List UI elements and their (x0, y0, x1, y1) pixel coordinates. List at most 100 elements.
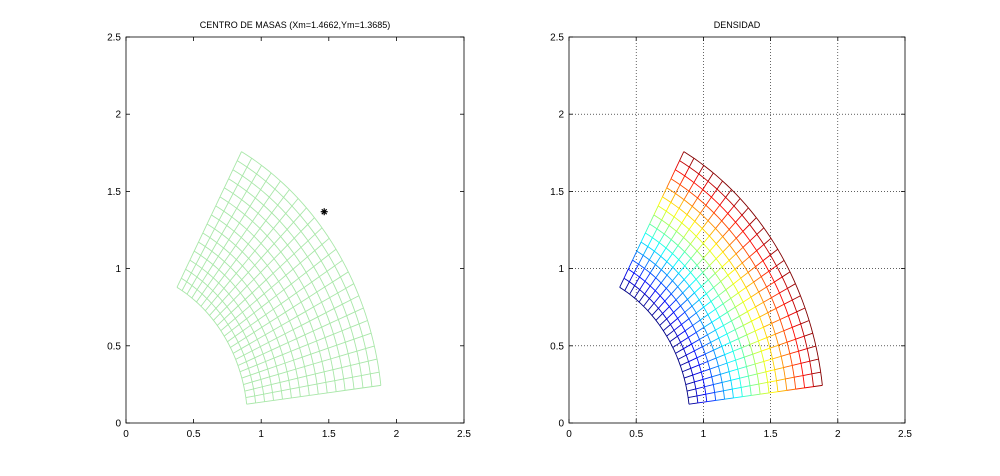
mesh-spoke (353, 387, 364, 390)
mesh-spoke (264, 399, 274, 403)
mesh-spoke (768, 265, 777, 272)
mesh-spoke (259, 220, 267, 229)
mesh-spoke (725, 189, 732, 198)
mesh-spoke (694, 213, 701, 222)
mesh-spoke (774, 276, 783, 283)
mesh-spoke (245, 395, 255, 399)
mesh-spoke (722, 379, 731, 383)
mesh-spoke (263, 392, 273, 395)
mesh-spoke (767, 380, 777, 383)
mesh-spoke (777, 389, 787, 393)
mesh-spoke (342, 299, 351, 305)
mesh-spoke (684, 305, 693, 313)
mesh-spoke (329, 292, 338, 298)
mesh-spoke (248, 250, 256, 259)
mesh-spoke (326, 265, 335, 272)
mesh-spoke (781, 353, 790, 357)
mesh-spoke (273, 220, 280, 229)
mesh-spoke (655, 256, 662, 265)
mesh-spoke (336, 389, 346, 393)
mesh-spoke (670, 286, 679, 295)
mesh-spoke (794, 375, 804, 378)
mesh-spoke (730, 292, 739, 299)
mesh-spoke (253, 272, 261, 280)
mesh-spoke (265, 308, 274, 315)
mesh-spoke (735, 247, 744, 255)
mesh-spoke (316, 381, 326, 385)
mesh-spoke (733, 198, 741, 207)
mesh-spoke (286, 253, 295, 261)
mesh-spoke (662, 324, 671, 332)
mesh-spoke (753, 276, 762, 283)
mesh-spoke (283, 189, 290, 198)
mesh-spoke (668, 216, 675, 226)
mesh-spoke (660, 261, 668, 271)
mesh-spoke (756, 227, 765, 235)
mesh-spoke (233, 222, 240, 232)
mesh-spoke (352, 375, 362, 378)
mesh-spoke (649, 290, 656, 299)
mesh-spoke (655, 313, 663, 321)
mesh-spoke (740, 272, 749, 279)
mesh-spoke (325, 380, 335, 383)
mesh-spoke (236, 251, 243, 260)
y-tick-label: 2 (558, 110, 564, 121)
mesh-spoke (786, 338, 796, 343)
mesh-spoke (224, 267, 231, 276)
mesh-spoke (623, 269, 629, 279)
mesh-spoke (311, 276, 320, 283)
mesh-spoke (227, 318, 236, 325)
mesh-spoke (291, 198, 299, 207)
mesh-spoke (280, 297, 289, 305)
mesh-spoke (634, 276, 640, 286)
mesh-spoke (741, 256, 750, 264)
mesh-spoke (196, 268, 203, 278)
mesh-spoke (735, 214, 743, 223)
mesh-spoke (679, 151, 685, 161)
mesh-spoke (200, 246, 206, 256)
mesh-spoke (273, 398, 283, 401)
mesh-spoke (318, 392, 328, 395)
mesh-spoke (666, 253, 673, 262)
mesh-spoke (333, 330, 343, 335)
mesh-spoke (281, 320, 290, 326)
mesh-spoke (314, 244, 323, 251)
mesh-spoke (807, 345, 817, 350)
mesh-spoke (685, 381, 695, 385)
mesh-spoke (705, 349, 714, 355)
mesh-spoke (232, 160, 238, 170)
mesh-spoke (682, 285, 690, 294)
mesh-spoke (682, 367, 691, 373)
mesh-spoke (230, 342, 239, 348)
x-tick-label: 1.5 (764, 429, 778, 440)
mesh-spoke (708, 273, 716, 281)
mesh-spoke (680, 361, 689, 366)
mesh-spoke (751, 316, 760, 322)
mesh-spoke (299, 344, 309, 349)
mesh-spoke (240, 343, 250, 350)
chart-title: CENTRO DE MASAS (Xm=1.4662,Ym=1.3685) (200, 20, 391, 30)
mesh-spoke (319, 347, 329, 352)
mesh-spoke (232, 348, 242, 354)
mesh-spoke (742, 240, 751, 248)
mesh-spoke (721, 260, 730, 268)
mesh-spoke (300, 394, 310, 398)
mesh-spoke (688, 402, 698, 405)
mesh-spoke (718, 289, 727, 296)
mesh-spoke (246, 221, 253, 230)
mesh-spoke (716, 180, 723, 190)
mesh-spoke (253, 306, 262, 314)
mesh-spoke (235, 265, 243, 274)
mesh-spoke (725, 283, 734, 291)
mesh-spoke (306, 373, 316, 377)
mesh-spoke (299, 385, 309, 388)
mesh-spoke (742, 394, 752, 398)
mesh-spoke (636, 241, 642, 252)
mesh-spoke (706, 287, 714, 295)
mesh-spoke (209, 228, 215, 238)
mesh-spoke (742, 296, 752, 303)
mesh-spoke (734, 262, 743, 270)
chart-title: DENSIDAD (714, 20, 761, 30)
mesh-spoke (338, 315, 347, 320)
mesh-spoke (244, 206, 251, 215)
